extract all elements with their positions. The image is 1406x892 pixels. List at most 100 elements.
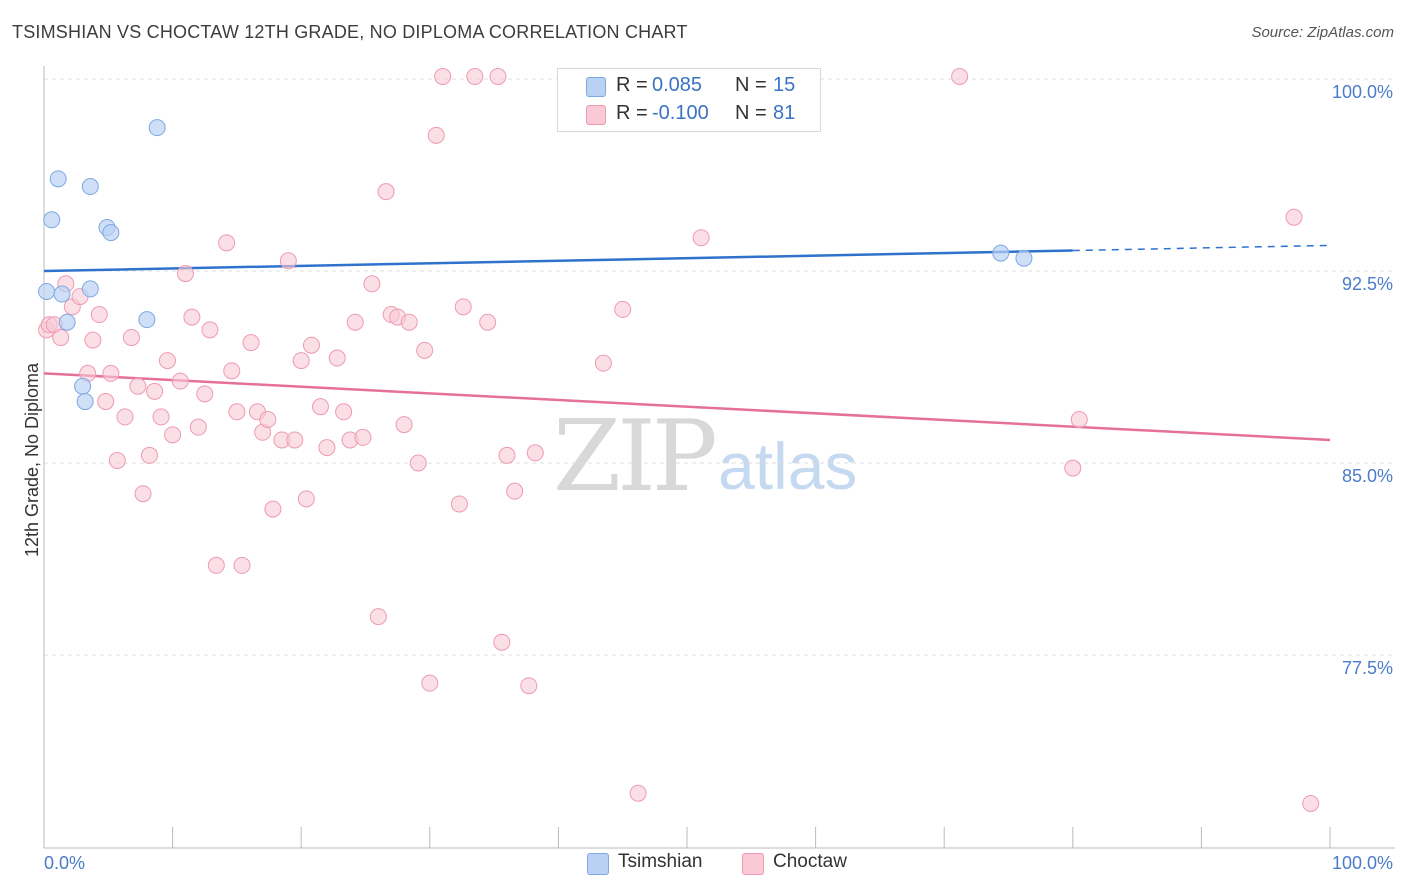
- n-label: N =: [735, 74, 767, 96]
- y-tick-label: 92.5%: [1342, 274, 1393, 294]
- choctaw-point: [526, 444, 544, 462]
- choctaw-point: [363, 275, 381, 293]
- choctaw-point: [416, 341, 434, 359]
- choctaw-point: [201, 321, 219, 339]
- n-value: 15: [773, 74, 796, 96]
- legend-choctaw-label: Choctaw: [773, 851, 847, 872]
- choctaw-point: [311, 398, 329, 416]
- choctaw-point: [90, 306, 108, 324]
- tsimshian-points: [38, 119, 1033, 411]
- legend-tsimshian-swatch: [587, 853, 609, 875]
- choctaw-point: [183, 308, 201, 326]
- choctaw-point: [164, 426, 182, 444]
- tsimshian-point: [58, 313, 76, 331]
- tsimshian-point: [148, 119, 166, 137]
- legend-choctaw-swatch: [742, 853, 764, 875]
- choctaw-point: [951, 67, 969, 85]
- choctaw-point: [594, 354, 612, 372]
- choctaw-point: [506, 482, 524, 500]
- choctaw-point: [279, 252, 297, 270]
- tsimshian-point: [74, 377, 92, 395]
- choctaw-point: [134, 485, 152, 503]
- tsimshian-point: [81, 178, 99, 196]
- tsimshian-point: [49, 170, 67, 188]
- y-tick-label: 100.0%: [1332, 82, 1393, 102]
- choctaw-point: [302, 336, 320, 354]
- choctaw-point: [427, 126, 445, 144]
- choctaw-point: [84, 331, 102, 349]
- choctaw-point: [409, 454, 427, 472]
- tsimshian-point: [992, 244, 1010, 262]
- legend-tsimshian-label: Tsimshian: [618, 851, 703, 872]
- choctaw-point: [629, 784, 647, 802]
- tsimshian-point: [102, 224, 120, 242]
- y-axis-title: 12th Grade, No Diploma: [22, 362, 42, 557]
- choctaw-point: [450, 495, 468, 513]
- stats-row-tsimshian: R = 0.085 N = 15: [558, 72, 820, 100]
- y-tick-label: 85.0%: [1342, 466, 1393, 486]
- choctaw-points: [38, 67, 1320, 812]
- choctaw-point: [498, 446, 516, 464]
- n-value: 81: [773, 102, 796, 124]
- choctaw-point: [1302, 794, 1320, 812]
- choctaw-point: [292, 352, 310, 370]
- choctaw-point: [328, 349, 346, 367]
- r-value: -0.100: [652, 102, 709, 124]
- choctaw-point: [434, 67, 452, 85]
- choctaw-point: [129, 377, 147, 395]
- source-label: Source: ZipAtlas.com: [1251, 24, 1394, 41]
- choctaw-point: [614, 300, 632, 318]
- choctaw-point: [346, 313, 364, 331]
- choctaw-point: [318, 439, 336, 457]
- choctaw-point: [116, 408, 134, 426]
- stats-legend: R = 0.085 N = 15 R = -0.100 N = 81: [557, 68, 821, 132]
- choctaw-point: [286, 431, 304, 449]
- choctaw-point: [466, 67, 484, 85]
- choctaw-point: [335, 403, 353, 421]
- x-tick-label: 100.0%: [1332, 853, 1393, 873]
- tsimshian-point: [1015, 249, 1033, 267]
- choctaw-point: [1064, 459, 1082, 477]
- choctaw-point: [377, 183, 395, 201]
- r-label: R =: [616, 74, 648, 96]
- choctaw-point: [97, 393, 115, 411]
- tsimshian-swatch: [586, 77, 606, 97]
- choctaw-point: [102, 364, 120, 382]
- watermark: ZIP atlas: [553, 400, 893, 514]
- choctaw-point: [242, 334, 260, 352]
- choctaw-point: [489, 67, 507, 85]
- choctaw-point: [1070, 410, 1088, 428]
- choctaw-point: [369, 608, 387, 626]
- y-tick-label: 77.5%: [1342, 658, 1393, 678]
- n-label: N =: [735, 102, 767, 124]
- choctaw-point: [228, 403, 246, 421]
- choctaw-trend-line: [43, 372, 1331, 442]
- choctaw-point: [223, 362, 241, 380]
- r-label: R =: [616, 102, 648, 124]
- choctaw-point: [171, 372, 189, 390]
- tick-labels: 77.5% 85.0% 92.5% 100.0% 0.0% 100.0% 12th Grad…: [22, 82, 1393, 873]
- tsimshian-point: [81, 280, 99, 298]
- choctaw-point: [189, 418, 207, 436]
- choctaw-point: [233, 556, 251, 574]
- choctaw-point: [692, 229, 710, 247]
- tsimshian-trend-line: [43, 249, 1073, 273]
- stats-row-choctaw: R = -0.100 N = 81: [558, 100, 820, 128]
- choctaw-point: [52, 329, 70, 347]
- choctaw-point: [421, 674, 439, 692]
- watermark-atlas: atlas: [718, 429, 858, 503]
- tsimshian-point: [53, 285, 71, 303]
- choctaw-swatch: [586, 105, 606, 125]
- tsimshian-trend-extension: [1072, 244, 1331, 252]
- chart-title: TSIMSHIAN VS CHOCTAW 12TH GRADE, NO DIPL…: [12, 22, 688, 42]
- r-value: 0.085: [652, 74, 703, 96]
- choctaw-point: [146, 382, 164, 400]
- choctaw-point: [354, 428, 372, 446]
- watermark-zip: ZIP: [553, 400, 718, 514]
- choctaw-point: [479, 313, 497, 331]
- tsimshian-point: [138, 311, 156, 329]
- tsimshian-point: [43, 211, 61, 229]
- choctaw-point: [297, 490, 315, 508]
- choctaw-point: [176, 265, 194, 283]
